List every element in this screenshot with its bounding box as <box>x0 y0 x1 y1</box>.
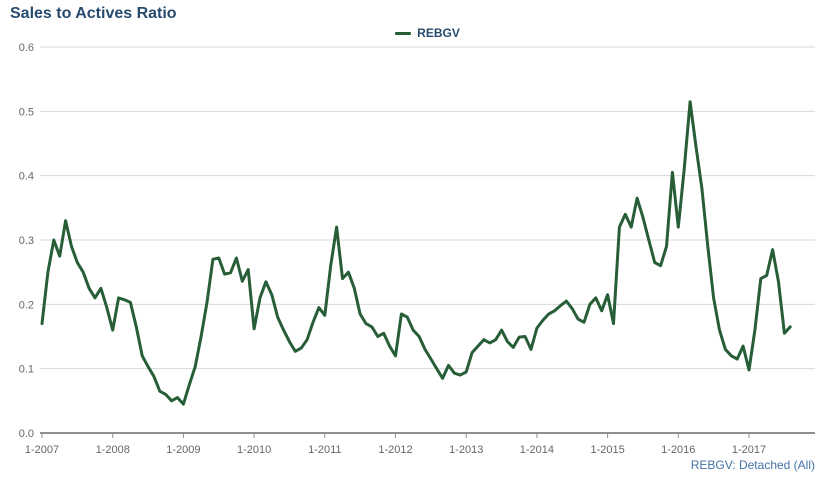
x-axis-label: 1-2011 <box>308 444 341 456</box>
y-axis-label: 0.3 <box>19 235 34 247</box>
series-line-rebgv <box>40 100 792 406</box>
x-axis-label: 1-2012 <box>378 444 412 456</box>
page-title: Sales to Actives Ratio <box>10 5 177 22</box>
x-axis-label: 1-2014 <box>520 444 554 456</box>
x-axis-label: 1-2017 <box>732 444 766 456</box>
y-axis-label: 0.0 <box>19 428 34 440</box>
x-axis-label: 1-2008 <box>96 444 130 456</box>
y-axis-label: 0.6 <box>19 42 34 54</box>
y-axis-label: 0.1 <box>19 364 34 376</box>
legend-label: REBGV <box>417 26 460 40</box>
x-axis-label: 1-2015 <box>590 444 624 456</box>
x-axis-label: 1-2009 <box>166 444 200 456</box>
y-axis-label: 0.5 <box>19 106 34 118</box>
footer-series-link[interactable]: REBGV: Detached (All) <box>690 458 815 472</box>
x-axis-label: 1-2010 <box>237 444 271 456</box>
x-axis-label: 1-2013 <box>449 444 483 456</box>
legend-item-rebgv[interactable]: REBGV <box>40 26 815 40</box>
x-axis-label: 1-2007 <box>25 444 59 456</box>
legend-line-swatch <box>395 31 412 35</box>
y-axis-label: 0.2 <box>19 299 34 311</box>
x-axis-label: 1-2016 <box>661 444 695 456</box>
y-axis-label: 0.4 <box>19 171 34 183</box>
